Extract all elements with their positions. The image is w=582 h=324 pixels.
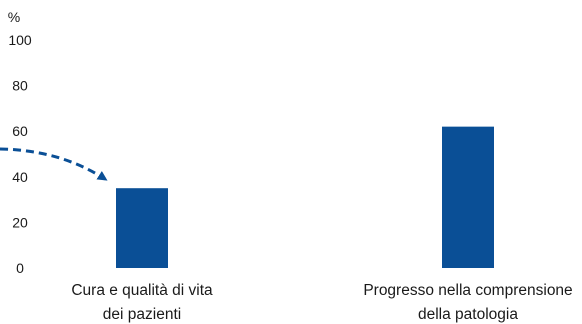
bars xyxy=(116,126,494,268)
x-category-label: dei pazienti xyxy=(103,306,181,323)
bar xyxy=(442,126,494,268)
y-tick-label: 0 xyxy=(16,260,24,276)
y-tick-label: 60 xyxy=(12,123,28,139)
y-tick-label: 40 xyxy=(12,169,28,185)
dashed-annotation-arrow xyxy=(0,147,108,181)
y-axis-ticks: 0 20 40 60 80 100 xyxy=(8,32,32,276)
x-category-label: della patologia xyxy=(418,306,518,323)
y-tick-label: 20 xyxy=(12,214,28,230)
x-category-label: Cura e qualità di vita xyxy=(71,282,213,299)
x-category-label: Progresso nella comprensione xyxy=(363,282,572,299)
y-tick-label: 80 xyxy=(12,78,28,94)
y-tick-label: 100 xyxy=(8,32,32,48)
bar xyxy=(116,188,168,268)
y-axis-unit-label: % xyxy=(8,9,20,25)
x-axis-category-labels: Cura e qualità di vita dei pazienti Progre… xyxy=(71,282,572,323)
